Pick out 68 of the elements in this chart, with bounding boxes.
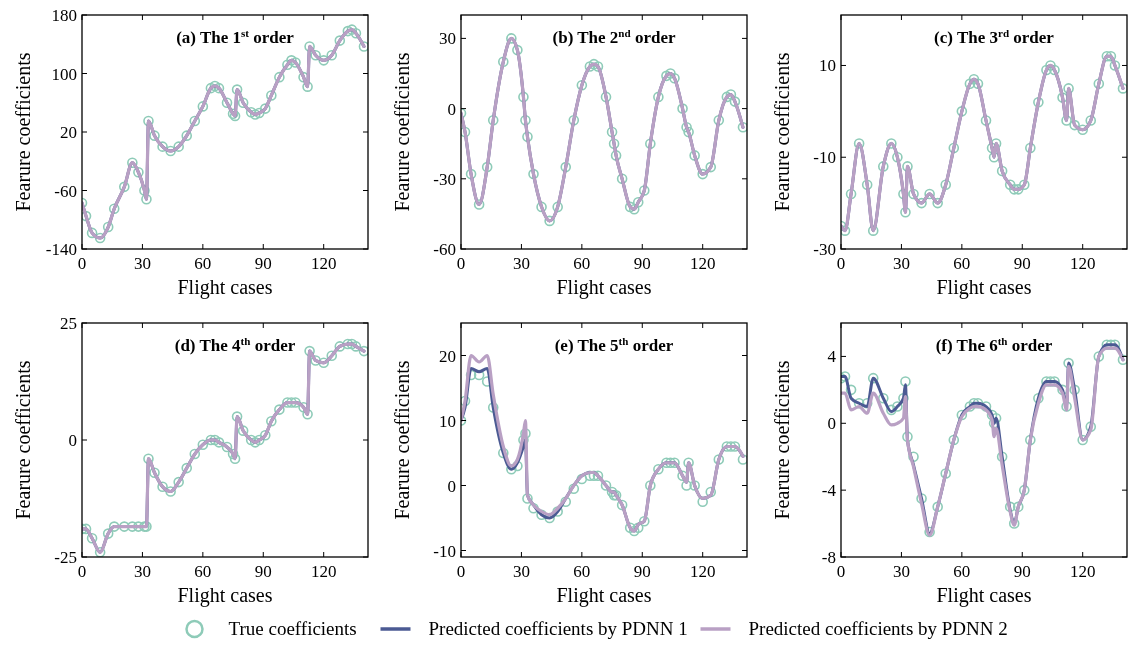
y-tick-label: 100 xyxy=(51,64,77,84)
x-axis-title: Flight cases xyxy=(177,584,273,607)
y-tick-label: 25 xyxy=(60,314,77,333)
y-tick-label: -8 xyxy=(821,548,836,567)
y-tick-label: -4 xyxy=(821,481,837,501)
x-tick-label: 60 xyxy=(194,254,212,273)
x-tick-label: 60 xyxy=(953,254,971,273)
legend-label: Predicted coefficients by PDNN 2 xyxy=(748,618,1008,639)
x-tick-label: 90 xyxy=(254,562,272,581)
x-tick-label: 90 xyxy=(633,254,651,273)
text: (a) The 1$^{st}$ order xyxy=(176,27,295,47)
y-axis-title: Fearure coefficients xyxy=(771,360,793,520)
text: (b) The 2$^{nd}$ order xyxy=(552,27,676,47)
x-tick-label: 30 xyxy=(512,254,530,273)
y-tick-label: 0 xyxy=(68,431,77,450)
x-tick-label: 120 xyxy=(1069,254,1096,273)
y-tick-label: 20 xyxy=(60,123,77,142)
x-tick-label: 90 xyxy=(254,254,272,273)
y-tick-label: 0 xyxy=(447,476,456,496)
x-tick-label: 30 xyxy=(892,254,910,273)
legend-label: True coefficients xyxy=(228,618,357,639)
x-axis-title: Flight cases xyxy=(556,276,652,299)
y-tick-label: 0 xyxy=(827,414,836,434)
y-tick-label: 20 xyxy=(439,346,456,366)
x-tick-label: 120 xyxy=(310,254,337,273)
x-tick-label: 60 xyxy=(194,562,212,581)
x-tick-label: 30 xyxy=(133,254,151,273)
y-tick-label: -140 xyxy=(45,240,77,259)
x-tick-label: 120 xyxy=(310,562,337,581)
y-axis-title: Fearure coefficients xyxy=(391,52,413,212)
x-tick-label: 120 xyxy=(689,562,716,581)
y-tick-label: 10 xyxy=(439,411,456,431)
legend-label: Predicted coefficients by PDNN 1 xyxy=(428,618,688,639)
x-tick-label: 90 xyxy=(1013,562,1031,581)
text: (f) The 6$^{th}$ order xyxy=(935,335,1053,355)
x-axis-title: Flight cases xyxy=(556,584,652,607)
y-tick-label: -30 xyxy=(433,169,456,189)
x-tick-label: 90 xyxy=(633,562,651,581)
text: (d) The 4$^{th}$ order xyxy=(174,335,296,355)
x-tick-label: 120 xyxy=(1069,562,1096,581)
x-tick-label: 30 xyxy=(892,562,910,581)
y-tick-label: 4 xyxy=(827,347,837,367)
y-axis-title: Fearure coefficients xyxy=(12,52,34,212)
y-tick-label: 10 xyxy=(819,56,836,76)
x-axis-title: Flight cases xyxy=(177,276,273,299)
x-tick-label: 60 xyxy=(953,562,971,581)
text: (e) The 5$^{th}$ order xyxy=(554,335,674,355)
y-tick-label: -30 xyxy=(813,240,836,259)
y-tick-label: -10 xyxy=(433,541,456,561)
y-axis-title: Fearure coefficients xyxy=(12,360,34,520)
y-tick-label: -25 xyxy=(54,548,77,567)
x-tick-label: 60 xyxy=(573,254,591,273)
y-tick-label: -60 xyxy=(433,240,456,259)
y-axis-title: Fearure coefficients xyxy=(771,52,793,212)
x-tick-label: 30 xyxy=(512,562,530,581)
x-tick-label: 120 xyxy=(689,254,716,273)
x-tick-label: 60 xyxy=(573,562,591,581)
y-axis-title: Fearure coefficients xyxy=(391,360,413,520)
y-tick-label: -60 xyxy=(54,181,77,201)
y-tick-label: 30 xyxy=(439,29,456,49)
y-tick-label: -10 xyxy=(813,148,836,168)
x-axis-title: Flight cases xyxy=(936,276,1032,299)
x-axis-title: Flight cases xyxy=(936,584,1032,607)
x-tick-label: 90 xyxy=(1013,254,1031,273)
y-tick-label: 180 xyxy=(51,6,77,25)
text: (c) The 3$^{rd}$ order xyxy=(934,27,1055,47)
y-tick-label: 0 xyxy=(447,99,456,119)
x-tick-label: 30 xyxy=(133,562,151,581)
